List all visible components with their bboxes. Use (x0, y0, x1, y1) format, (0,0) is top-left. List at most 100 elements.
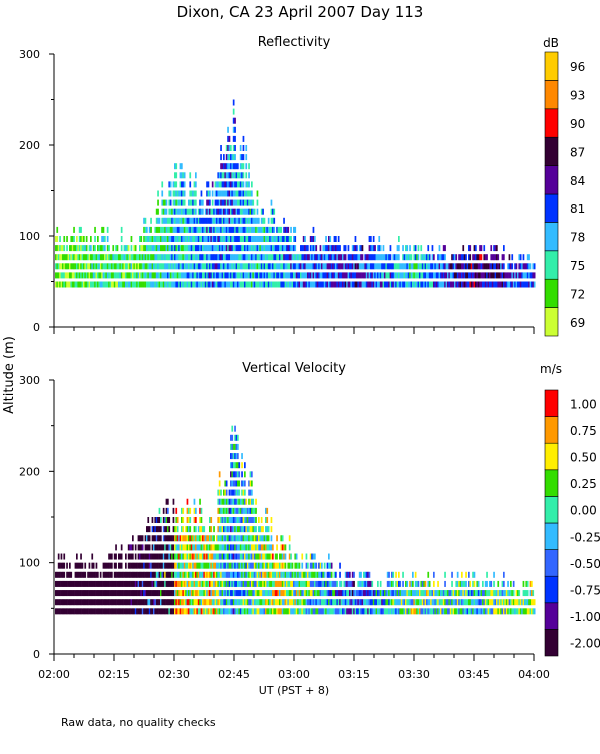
heatmap-cell (206, 571, 208, 578)
heatmap-cell (232, 208, 235, 215)
heatmap-cell (473, 608, 476, 615)
heatmap-cell (438, 245, 441, 252)
heatmap-cell (295, 571, 298, 578)
heatmap-cell (259, 245, 262, 252)
heatmap-cell (263, 272, 266, 279)
heatmap-cell (258, 272, 260, 279)
heatmap-cell (245, 190, 248, 197)
heatmap-cell (209, 535, 211, 542)
heatmap-cell (420, 272, 423, 279)
heatmap-cell (230, 526, 232, 533)
heatmap-cell (386, 608, 389, 615)
heatmap-cell (228, 599, 231, 606)
heatmap-cell (214, 590, 217, 597)
heatmap-cell (230, 580, 232, 587)
heatmap-cell (288, 254, 291, 261)
heatmap-cell (391, 571, 393, 578)
heatmap-cell (232, 590, 235, 597)
heatmap-cell (235, 608, 238, 615)
heatmap-cell (368, 590, 371, 597)
heatmap-cell (279, 281, 281, 288)
heatmap-cell (308, 580, 311, 587)
heatmap-cell (224, 571, 227, 578)
heatmap-cell (158, 562, 161, 569)
heatmap-cell (431, 608, 434, 615)
heatmap-cell (452, 281, 455, 288)
heatmap-cell (298, 272, 301, 279)
heatmap-cell (524, 590, 526, 597)
heatmap-cell (144, 236, 147, 242)
heatmap-cell (269, 272, 271, 279)
heatmap-cell (84, 281, 87, 288)
heatmap-cell (197, 571, 200, 578)
heatmap-cell (335, 571, 337, 578)
heatmap-cell (237, 254, 239, 261)
heatmap-cell (123, 245, 126, 252)
heatmap-cell (382, 272, 385, 279)
heatmap-cell (188, 281, 190, 288)
heatmap-cell (480, 599, 483, 606)
heatmap-cell (396, 263, 399, 270)
heatmap-cell (154, 608, 157, 615)
heatmap-cell (245, 608, 248, 615)
heatmap-cell (87, 254, 89, 261)
heatmap-cell (235, 190, 238, 197)
heatmap-cell (337, 599, 340, 606)
heatmap-cell (151, 263, 154, 270)
heatmap-cell (232, 535, 235, 542)
heatmap-cell (245, 245, 248, 252)
heatmap-cell (465, 590, 467, 597)
heatmap-cell (475, 608, 477, 615)
heatmap-cell (165, 553, 168, 560)
heatmap-cell (455, 281, 458, 288)
y-tick-label: 200 (19, 139, 40, 152)
heatmap-cell (473, 580, 476, 587)
heatmap-cell (459, 599, 462, 606)
heatmap-cell (164, 562, 166, 569)
heatmap-cell (301, 254, 304, 261)
heatmap-cell (265, 517, 267, 523)
heatmap-cell (238, 562, 241, 569)
heatmap-cell (486, 608, 488, 615)
heatmap-cell (193, 226, 196, 233)
heatmap-cell (162, 217, 165, 224)
heatmap-cell (291, 263, 294, 270)
heatmap-cell (175, 172, 178, 179)
heatmap-cell (202, 217, 204, 224)
heatmap-cell (151, 272, 154, 279)
heatmap-cell (172, 571, 175, 578)
heatmap-cell (207, 208, 210, 215)
heatmap-cell (357, 590, 360, 597)
heatmap-cell (220, 226, 222, 233)
heatmap-cell (265, 590, 267, 597)
heatmap-cell (293, 226, 295, 233)
heatmap-cell (434, 608, 437, 615)
heatmap-cell (67, 263, 70, 270)
heatmap-cell (318, 599, 320, 606)
heatmap-cell (221, 553, 224, 560)
heatmap-cell (305, 245, 308, 252)
heatmap-cell (116, 263, 119, 270)
heatmap-cell (230, 471, 232, 478)
heatmap-cell (220, 190, 222, 197)
heatmap-cell (237, 443, 239, 450)
heatmap-cell (224, 599, 227, 606)
heatmap-cell (228, 553, 231, 560)
heatmap-cell (171, 263, 173, 270)
heatmap-cell (234, 208, 236, 215)
heatmap-cell (472, 590, 474, 597)
heatmap-cell (193, 562, 196, 569)
heatmap-cell (224, 199, 227, 206)
heatmap-cell (396, 245, 399, 252)
heatmap-cell (195, 599, 197, 606)
heatmap-cell (189, 599, 192, 606)
heatmap-cell (253, 535, 256, 542)
heatmap-cell (129, 544, 131, 551)
heatmap-cell (175, 163, 178, 170)
heatmap-cell (134, 544, 137, 551)
heatmap-cell (176, 580, 179, 587)
heatmap-cell (160, 608, 162, 615)
heatmap-cell (398, 236, 400, 242)
heatmap-cell (329, 236, 332, 242)
heatmap-cell (81, 245, 84, 252)
